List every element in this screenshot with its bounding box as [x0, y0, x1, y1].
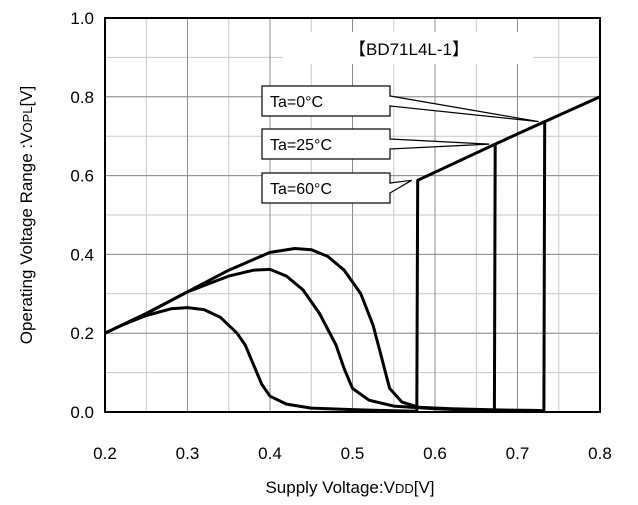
y-tick-label: 0.4 — [70, 245, 94, 264]
y-axis-label-sub: OPL — [20, 107, 35, 133]
series-line-2 — [104, 120, 546, 413]
y-axis-label-unit: [V] — [17, 86, 36, 107]
x-tick-label: 0.2 — [93, 444, 117, 463]
y-tick-label: 1.0 — [70, 9, 94, 28]
x-axis-label-unit: [V] — [414, 478, 435, 497]
x-tick-label: 0.4 — [258, 444, 282, 463]
callout-label: Ta=60°C — [270, 181, 332, 198]
x-tick-label: 0.3 — [176, 444, 200, 463]
y-tick-label: 0.6 — [70, 167, 94, 186]
callout-box — [261, 85, 391, 117]
annotation-layer: Ta=0°C Ta=25°C Ta=60°C — [261, 85, 539, 204]
callout-label: Ta=25°C — [270, 137, 332, 154]
y-tick-label: 0.0 — [70, 403, 94, 422]
callout-pointer — [389, 95, 539, 123]
x-tick-label: 0.8 — [588, 444, 612, 463]
y-tick-labels: 0.0 0.2 0.4 0.6 0.8 1.0 — [70, 9, 94, 422]
y-axis-label: Operating Voltage Range :VOPL[V] — [17, 86, 36, 345]
callout-label: Ta=0°C — [270, 94, 323, 111]
x-tick-label: 0.5 — [341, 444, 365, 463]
x-tick-label: 0.6 — [423, 444, 447, 463]
y-tick-label: 0.2 — [70, 324, 94, 343]
callout-box — [261, 172, 391, 204]
y-axis-label-main: Operating Voltage Range :V — [17, 132, 36, 344]
chart-title-background — [283, 32, 533, 64]
callout-box — [261, 128, 391, 160]
x-tick-label: 0.7 — [506, 444, 530, 463]
callout-pointer — [389, 138, 490, 150]
plot-area-frame — [104, 17, 601, 413]
x-axis-label: Supply Voltage:VDD[V] — [265, 478, 434, 497]
x-axis-label-sub: DD — [395, 481, 414, 496]
x-axis-label-main: Supply Voltage:V — [265, 478, 395, 497]
x-tick-labels: 0.2 0.3 0.4 0.5 0.6 0.7 0.8 — [93, 444, 612, 463]
y-tick-label: 0.8 — [70, 88, 94, 107]
callout-pointer — [389, 179, 413, 195]
series-line-1 — [104, 95, 601, 413]
series-lines — [104, 95, 601, 413]
series-line-3 — [104, 142, 496, 413]
chart-title: 【BD71L4L-1】 — [349, 40, 469, 59]
